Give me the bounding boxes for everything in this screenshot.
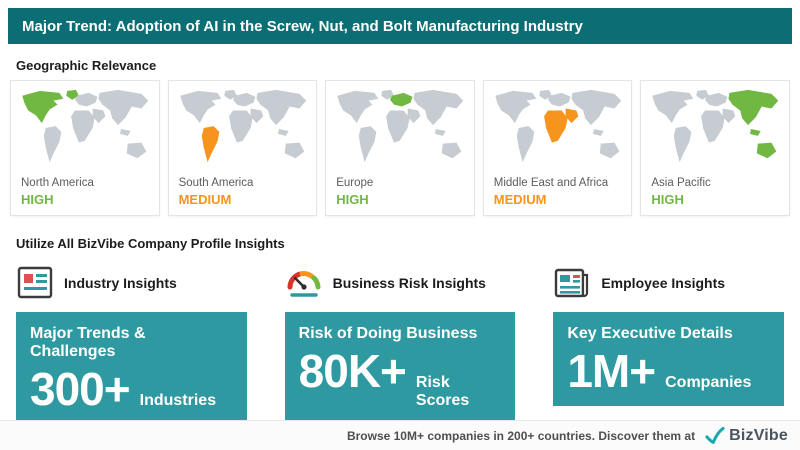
insight-title: Business Risk Insights <box>332 275 486 291</box>
world-map <box>326 85 474 173</box>
region-cards-row: North America HIGH South America MEDIUM … <box>10 80 790 216</box>
trend-banner: Major Trend: Adoption of AI in the Screw… <box>8 8 792 44</box>
relevance-level: MEDIUM <box>178 192 232 207</box>
relevance-level: HIGH <box>21 192 54 207</box>
trend-title: Major Trend: Adoption of AI in the Screw… <box>22 17 583 35</box>
employee-insights-column: Employee Insights Key Executive Details … <box>553 262 785 424</box>
region-card-north-america: North America HIGH <box>10 80 160 216</box>
bizvibe-wordmark: BizVibe <box>729 426 788 444</box>
stat-suffix: Industries <box>139 392 217 409</box>
business-risk-box: Risk of Doing Business 80K+ Risk Scores <box>284 312 516 422</box>
region-name: North America <box>21 177 94 189</box>
stat-number: 1M+ <box>567 345 656 397</box>
footer-bar: Browse 10M+ companies in 200+ countries.… <box>0 420 800 450</box>
world-map <box>484 85 632 173</box>
employee-insights-box: Key Executive Details 1M+ Companies <box>553 312 785 406</box>
stat-suffix: Companies <box>665 374 752 391</box>
insight-title: Employee Insights <box>601 275 726 291</box>
world-map <box>11 85 159 173</box>
relevance-level: MEDIUM <box>493 192 547 207</box>
region-card-south-america: South America MEDIUM <box>167 80 318 216</box>
bizvibe-logo: BizVibe <box>705 426 788 445</box>
risk-gauge-icon <box>285 265 323 301</box>
insight-line: Risk of Doing Business <box>298 325 478 342</box>
insight-stat: 80K+ Risk Scores <box>298 345 502 410</box>
stat-number: 300+ <box>30 363 131 415</box>
region-card-asia-pacific: Asia Pacific HIGH <box>640 80 790 216</box>
insight-header: Employee Insights <box>553 262 784 304</box>
industry-insights-icon <box>16 265 54 301</box>
employee-newspaper-icon <box>553 265 591 301</box>
stat-number: 80K+ <box>298 345 407 397</box>
region-name: South America <box>178 177 254 189</box>
region-card-middle-east-africa: Middle East and Africa MEDIUM <box>482 80 633 216</box>
relevance-level: HIGH <box>651 192 684 207</box>
insight-stat: 1M+ Companies <box>567 345 770 397</box>
business-risk-column: Business Risk Insights Risk of Doing Bus… <box>284 262 516 424</box>
company-insights-heading: Utilize All BizVibe Company Profile Insi… <box>16 236 285 251</box>
insight-line: Major Trends & Challenges <box>30 325 146 360</box>
insight-line: Key Executive Details <box>567 325 733 342</box>
region-name: Middle East and Africa <box>493 177 609 189</box>
stat-suffix: Risk Scores <box>415 374 470 409</box>
insight-header: Industry Insights <box>16 262 247 304</box>
bizvibe-check-icon <box>705 426 725 444</box>
insights-row: Industry Insights Major Trends & Challen… <box>16 262 785 424</box>
industry-insights-column: Industry Insights Major Trends & Challen… <box>16 262 247 424</box>
region-name: Asia Pacific <box>651 177 711 189</box>
region-card-europe: Europe HIGH <box>325 80 475 216</box>
insight-stat: 300+ Industries <box>30 363 233 415</box>
industry-insights-box: Major Trends & Challenges 300+ Industrie… <box>16 312 247 424</box>
relevance-level: HIGH <box>336 192 369 207</box>
region-name: Europe <box>336 177 374 189</box>
footer-text: Browse 10M+ companies in 200+ countries.… <box>346 428 696 443</box>
world-map <box>641 85 789 173</box>
insight-title: Industry Insights <box>64 275 177 291</box>
geographic-relevance-heading: Geographic Relevance <box>16 58 157 73</box>
world-map <box>169 85 317 173</box>
insight-header: Business Risk Insights <box>285 262 516 304</box>
